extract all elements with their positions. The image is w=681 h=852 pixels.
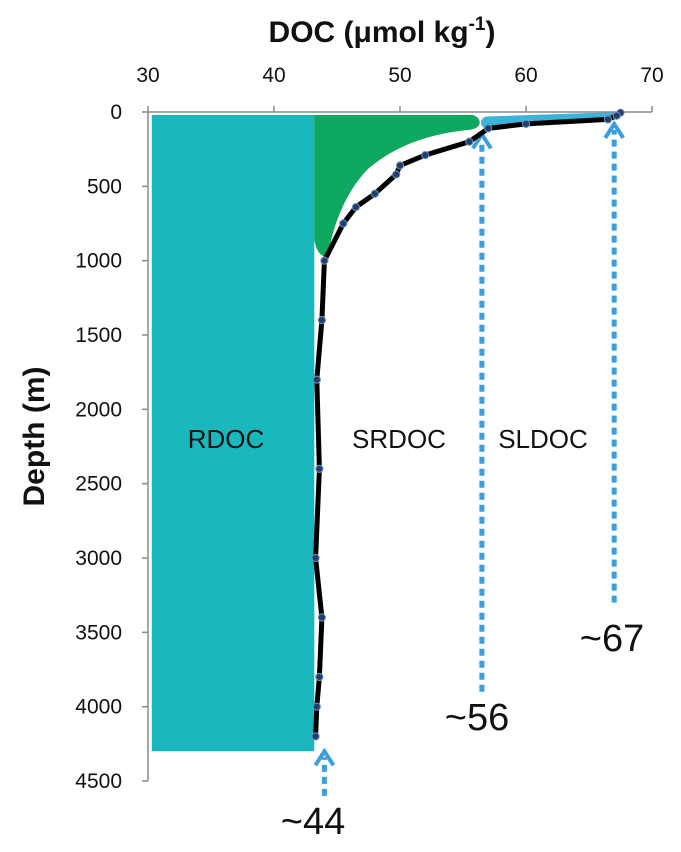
marker-arrowhead (313, 747, 336, 767)
x-tick-label: 40 (262, 64, 285, 87)
x-tick-label: 30 (136, 64, 159, 87)
marker-arrowhead (603, 120, 625, 139)
data-point (392, 170, 401, 179)
data-point (421, 151, 430, 160)
data-point (317, 613, 326, 622)
region-label-rdoc: RDOC (188, 424, 265, 454)
y-tick-label: 3500 (75, 621, 122, 644)
y-tick-label: 2500 (75, 473, 122, 496)
srdoc-region (314, 114, 480, 257)
data-point (484, 124, 493, 133)
y-tick-label: 3000 (75, 547, 122, 570)
x-axis-title-main: DOC (μmol kg (269, 16, 469, 49)
data-point (395, 161, 405, 170)
rdoc-region (151, 114, 315, 752)
y-tick-label: 2000 (75, 398, 122, 421)
data-point (320, 256, 329, 265)
x-tick-label: 60 (514, 64, 537, 87)
data-point (370, 189, 379, 198)
y-tick-label: 1000 (75, 250, 122, 273)
x-tick-label: 50 (388, 64, 411, 87)
data-point (465, 137, 474, 146)
data-point (315, 672, 324, 682)
x-axis-title-close: ) (485, 16, 495, 49)
data-point (311, 553, 320, 563)
region-label-sldoc: SLDOC (498, 424, 588, 454)
data-point (311, 732, 320, 741)
y-axis-title: Depth (m) (18, 367, 51, 507)
data-point (317, 316, 326, 325)
y-tick-label: 1500 (75, 324, 122, 347)
data-point (612, 111, 621, 120)
y-tick-label: 4500 (75, 770, 122, 793)
x-tick-label: 70 (640, 64, 663, 87)
data-point (521, 119, 531, 128)
axes-layer: 30 40 50 60 70 0 500 1000 1500 2000 2500 3000 3500 40… (18, 14, 664, 793)
y-tick-label: 4000 (75, 696, 122, 719)
data-point (351, 203, 360, 212)
regions-layer (151, 112, 622, 752)
marker-label: ~56 (445, 697, 509, 739)
data-point (312, 375, 321, 384)
x-axis-title: DOC (μmol kg-1) (269, 14, 496, 49)
data-point (339, 219, 348, 228)
y-tick-label: 0 (110, 101, 122, 124)
marker-label: ~67 (580, 618, 644, 660)
data-point (315, 464, 324, 473)
data-point (603, 115, 613, 124)
labels-layer: ~44 ~56 ~67 RDOC SRDOC SLDOC (188, 424, 645, 843)
y-tick-label: 500 (87, 175, 122, 198)
markers-layer (313, 120, 625, 796)
data-point (312, 702, 321, 711)
marker-label: ~44 (281, 801, 345, 843)
x-axis-title-superscript: -1 (469, 14, 486, 35)
series-layer (311, 108, 625, 741)
region-label-srdoc: SRDOC (352, 424, 446, 454)
